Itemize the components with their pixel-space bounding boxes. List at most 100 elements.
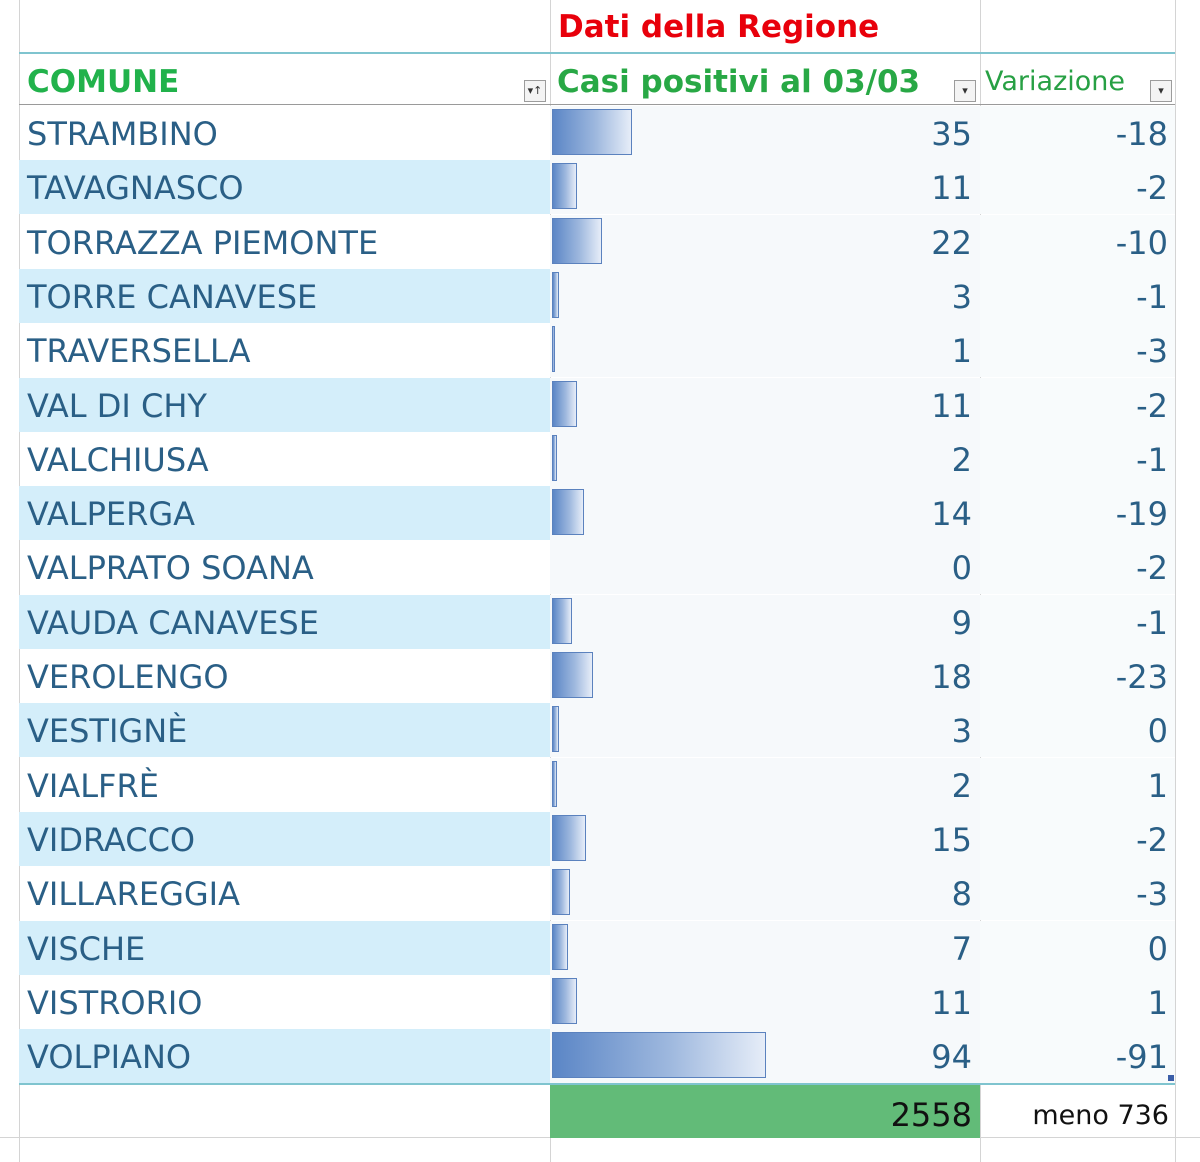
fill-handle-icon[interactable] [1168, 1075, 1174, 1081]
variazione-value: -91 [1115, 1038, 1168, 1076]
variazione-cell[interactable] [980, 540, 1175, 594]
comune-name: VIDRACCO [27, 821, 196, 859]
total-row: 2558 meno 736 [19, 1083, 1175, 1138]
variazione-value: -19 [1115, 495, 1168, 533]
casi-cell[interactable] [550, 378, 980, 432]
data-bar [552, 978, 577, 1024]
variazione-cell[interactable] [980, 1029, 1175, 1083]
total-casi[interactable]: 2558 [550, 1085, 980, 1138]
table-row: VOLPIANO 94 -91 [19, 1029, 1175, 1083]
casi-value: 3 [951, 712, 972, 750]
comune-cell[interactable]: VISCHE [19, 921, 550, 975]
variazione-cell[interactable] [980, 486, 1175, 540]
casi-cell[interactable] [550, 975, 980, 1029]
casi-value: 11 [931, 169, 972, 207]
table-row: VAUDA CANAVESE 9 -1 [19, 595, 1175, 649]
region-title[interactable]: Dati della Regione [558, 9, 880, 45]
variazione-cell[interactable] [980, 323, 1175, 377]
comune-cell[interactable]: VILLAREGGIA [19, 866, 550, 920]
comune-cell[interactable]: TORRAZZA PIEMONTE [19, 215, 550, 269]
data-bar [552, 326, 555, 372]
casi-value: 11 [931, 984, 972, 1022]
casi-cell[interactable] [550, 269, 980, 323]
casi-cell[interactable] [550, 758, 980, 812]
comune-cell[interactable]: VAUDA CANAVESE [19, 595, 550, 649]
variazione-cell[interactable] [980, 160, 1175, 214]
variazione-cell[interactable] [980, 703, 1175, 757]
variazione-cell[interactable] [980, 595, 1175, 649]
variazione-value: -3 [1136, 332, 1168, 370]
comune-name: VALPRATO SOANA [27, 549, 314, 587]
variazione-value: -10 [1115, 224, 1168, 262]
variazione-cell[interactable] [980, 866, 1175, 920]
comune-cell[interactable]: VEROLENGO [19, 649, 550, 703]
data-bar [552, 815, 586, 861]
variazione-value: -23 [1115, 658, 1168, 696]
header-casi[interactable]: Casi positivi al 03/03 [557, 64, 921, 100]
casi-value: 35 [931, 115, 972, 153]
variazione-cell[interactable] [980, 758, 1175, 812]
comune-cell[interactable]: TRAVERSELLA [19, 323, 550, 377]
comune-name: VISTRORIO [27, 984, 203, 1022]
comune-cell[interactable]: VIDRACCO [19, 812, 550, 866]
casi-value: 11 [931, 387, 972, 425]
table-row: VILLAREGGIA 8 -3 [19, 866, 1175, 920]
data-bar [552, 163, 577, 209]
sort-filter-icon[interactable]: ▾↑ [524, 80, 546, 102]
variazione-cell[interactable] [980, 649, 1175, 703]
comune-cell[interactable]: VALCHIUSA [19, 432, 550, 486]
header-variazione[interactable]: Variazione [985, 66, 1125, 97]
comune-name: VAL DI CHY [27, 387, 207, 425]
comune-cell[interactable]: VOLPIANO [19, 1029, 550, 1083]
casi-value: 22 [931, 224, 972, 262]
variazione-value: 0 [1147, 930, 1168, 968]
grid-line [1175, 0, 1176, 1162]
comune-cell[interactable]: VAL DI CHY [19, 378, 550, 432]
variazione-cell[interactable] [980, 975, 1175, 1029]
casi-cell[interactable] [550, 323, 980, 377]
casi-cell[interactable] [550, 812, 980, 866]
casi-cell[interactable] [550, 215, 980, 269]
casi-cell[interactable] [550, 595, 980, 649]
comune-cell[interactable]: VISTRORIO [19, 975, 550, 1029]
dropdown-filter-icon[interactable]: ▾ [954, 80, 976, 102]
casi-cell[interactable] [550, 432, 980, 486]
casi-value: 15 [931, 821, 972, 859]
table-row: VALCHIUSA 2 -1 [19, 432, 1175, 486]
total-variazione[interactable]: meno 736 [1032, 1100, 1169, 1131]
variazione-cell[interactable] [980, 378, 1175, 432]
dropdown-filter-icon[interactable]: ▾ [1150, 80, 1172, 102]
comune-name: STRAMBINO [27, 115, 218, 153]
variazione-value: -2 [1136, 821, 1168, 859]
casi-cell[interactable] [550, 649, 980, 703]
header-comune[interactable]: COMUNE [27, 64, 180, 100]
casi-cell[interactable] [550, 866, 980, 920]
variazione-value: -18 [1115, 115, 1168, 153]
comune-cell[interactable]: VESTIGNÈ [19, 703, 550, 757]
comune-cell[interactable]: VALPRATO SOANA [19, 540, 550, 594]
comune-name: VOLPIANO [27, 1038, 192, 1076]
variazione-cell[interactable] [980, 215, 1175, 269]
casi-cell[interactable] [550, 160, 980, 214]
casi-cell[interactable] [550, 486, 980, 540]
data-bar [552, 652, 593, 698]
variazione-cell[interactable] [980, 269, 1175, 323]
comune-cell[interactable]: TAVAGNASCO [19, 160, 550, 214]
data-bar [552, 272, 559, 318]
comune-name: VESTIGNÈ [27, 712, 188, 750]
variazione-cell[interactable] [980, 921, 1175, 975]
comune-cell[interactable]: TORRE CANAVESE [19, 269, 550, 323]
comune-cell[interactable]: STRAMBINO [19, 106, 550, 160]
casi-cell[interactable] [550, 921, 980, 975]
variazione-cell[interactable] [980, 106, 1175, 160]
variazione-cell[interactable] [980, 812, 1175, 866]
comune-cell[interactable]: VALPERGA [19, 486, 550, 540]
casi-cell[interactable] [550, 540, 980, 594]
casi-value: 1 [951, 332, 972, 370]
casi-cell[interactable] [550, 703, 980, 757]
data-bar [552, 218, 602, 264]
variazione-cell[interactable] [980, 432, 1175, 486]
table-row: TORRE CANAVESE 3 -1 [19, 269, 1175, 323]
comune-cell[interactable]: VIALFRÈ [19, 758, 550, 812]
table-row: TAVAGNASCO 11 -2 [19, 160, 1175, 214]
